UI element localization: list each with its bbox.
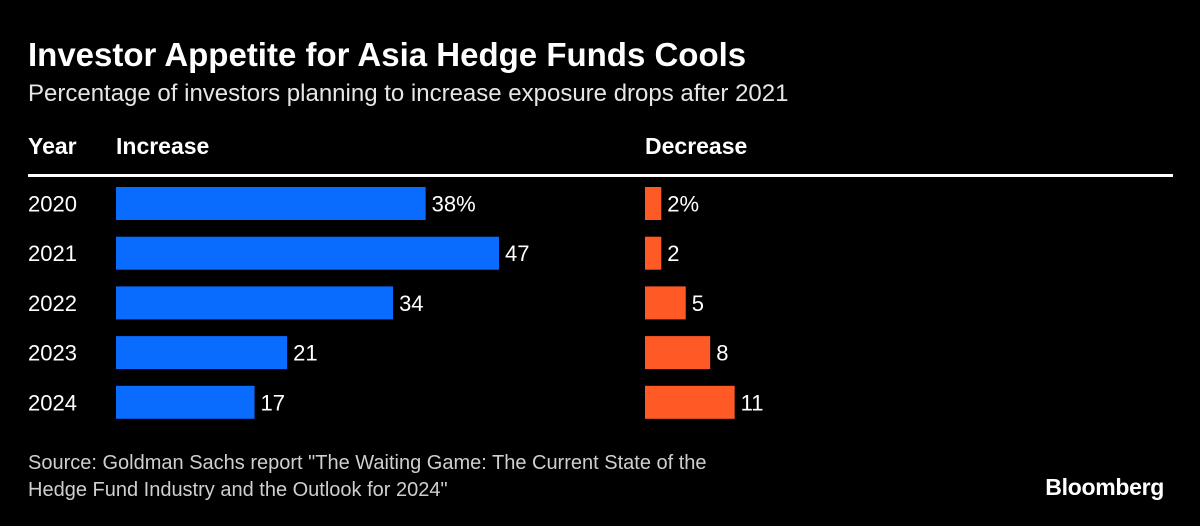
- year-label-2020: 2020: [28, 192, 77, 217]
- source-line-2: Hedge Fund Industry and the Outlook for …: [28, 479, 448, 501]
- increase-value-label-2024: 17: [261, 390, 285, 415]
- increase-value-label-2020: 38%: [432, 192, 476, 217]
- year-label-2022: 2022: [28, 291, 77, 316]
- column-header-increase: Increase: [116, 133, 210, 159]
- chart-title: Investor Appetite for Asia Hedge Funds C…: [28, 36, 747, 73]
- increase-bar-2022: [116, 286, 394, 320]
- increase-value-label-2021: 47: [505, 241, 529, 266]
- increase-bar-2020: [116, 187, 426, 220]
- source-line-1: Source: Goldman Sachs report "The Waitin…: [28, 452, 707, 474]
- year-label-2023: 2023: [28, 341, 77, 366]
- year-label-2021: 2021: [28, 241, 77, 266]
- decrease-value-label-2022: 5: [692, 291, 704, 316]
- increase-value-label-2022: 34: [399, 291, 423, 316]
- decrease-value-label-2023: 8: [716, 341, 728, 366]
- decrease-value-label-2024: 11: [741, 390, 764, 415]
- source-note: Source: Goldman Sachs report "The Waitin…: [28, 450, 928, 504]
- chart-subtitle: Percentage of investors planning to incr…: [28, 80, 789, 107]
- increase-value-label-2023: 21: [293, 341, 317, 366]
- year-label-2024: 2024: [28, 390, 77, 415]
- decrease-bar-2020: [645, 187, 662, 220]
- decrease-bar-2024: [645, 385, 735, 419]
- decrease-bar-2022: [645, 286, 686, 320]
- header-divider: [28, 174, 1173, 177]
- column-header-year: Year: [28, 133, 77, 159]
- decrease-value-label-2020: 2%: [667, 192, 699, 217]
- increase-bar-2021: [116, 236, 499, 270]
- decrease-value-label-2021: 2: [667, 241, 679, 266]
- decrease-bar-2023: [645, 336, 711, 370]
- increase-bar-2024: [116, 385, 255, 419]
- column-header-decrease: Decrease: [645, 133, 748, 159]
- bloomberg-logo: Bloomberg: [1045, 474, 1164, 500]
- increase-bar-2023: [116, 336, 288, 370]
- decrease-bar-2021: [645, 236, 662, 270]
